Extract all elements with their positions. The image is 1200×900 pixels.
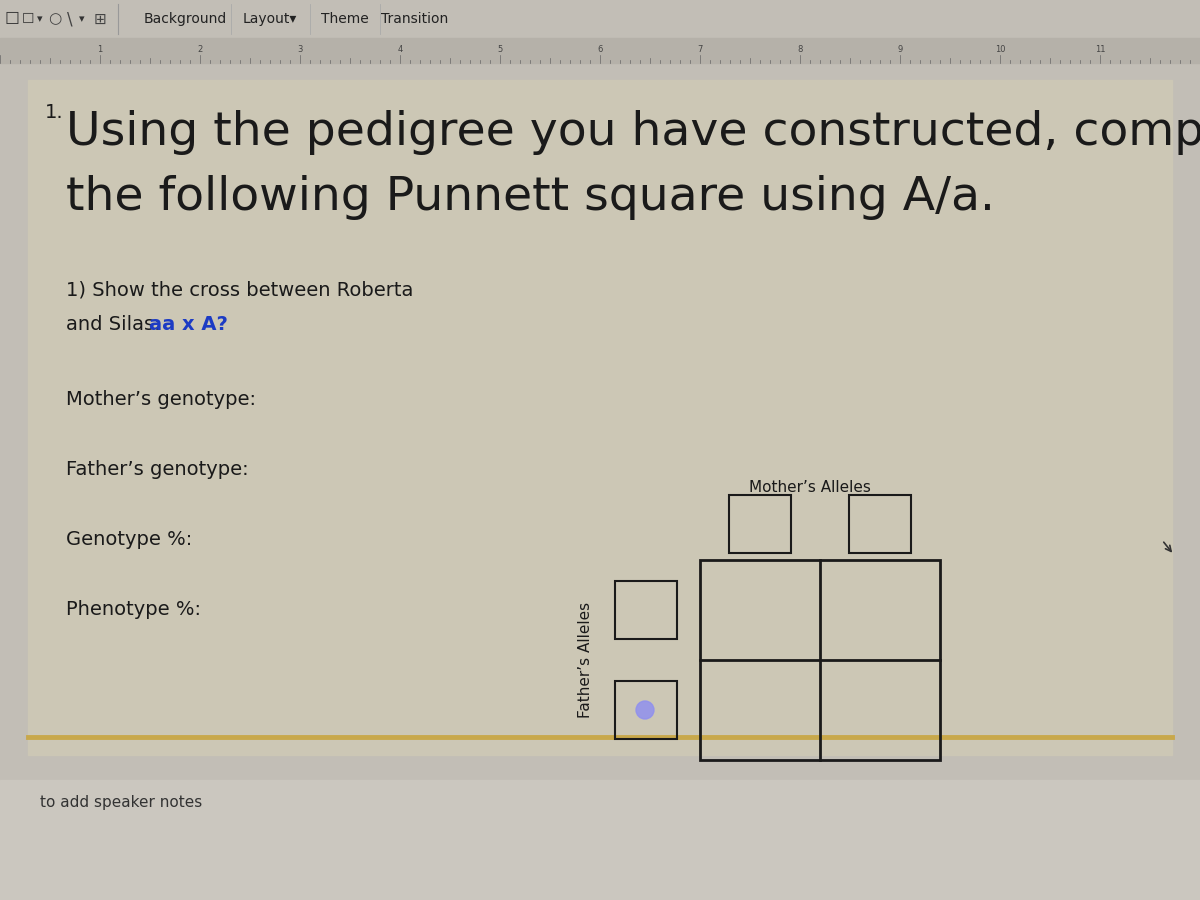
Text: 7: 7: [697, 45, 703, 54]
Text: \: \: [67, 10, 73, 28]
Text: 3: 3: [298, 45, 302, 54]
Text: 8: 8: [797, 45, 803, 54]
Bar: [0, 780, 1200, 900]
Text: Genotype %:: Genotype %:: [66, 530, 192, 549]
Text: 11: 11: [1094, 45, 1105, 54]
Text: Using the pedigree you have constructed, complete: Using the pedigree you have constructed,…: [66, 110, 1200, 155]
Text: 9: 9: [898, 45, 902, 54]
Bar: [0, 38, 1200, 63]
Text: 1.: 1.: [46, 103, 64, 122]
Bar: [616, 581, 677, 639]
Text: Transition: Transition: [382, 12, 449, 26]
Bar: [700, 560, 940, 760]
Text: 6: 6: [598, 45, 602, 54]
Text: Phenotype %:: Phenotype %:: [66, 600, 202, 619]
Text: Layout▾: Layout▾: [242, 12, 298, 26]
Text: 1) Show the cross between Roberta: 1) Show the cross between Roberta: [66, 280, 413, 299]
Text: Mother’s genotype:: Mother’s genotype:: [66, 390, 256, 409]
Text: ▾: ▾: [79, 14, 85, 24]
Text: 4: 4: [397, 45, 403, 54]
Text: the following Punnett square using A/a.: the following Punnett square using A/a.: [66, 175, 995, 220]
Text: Father’s genotype:: Father’s genotype:: [66, 460, 248, 479]
Circle shape: [636, 701, 654, 719]
Text: ⊞: ⊞: [94, 12, 107, 26]
Bar: [730, 495, 791, 553]
Text: and Silas:: and Silas:: [66, 315, 167, 334]
Text: 2: 2: [197, 45, 203, 54]
Text: aa x A?: aa x A?: [149, 315, 228, 334]
Bar: [850, 495, 911, 553]
Text: ▾: ▾: [37, 14, 43, 24]
Text: Background: Background: [143, 12, 227, 26]
Text: ☐: ☐: [22, 12, 35, 26]
Text: Father’s Alleles: Father’s Alleles: [577, 602, 593, 718]
Text: 10: 10: [995, 45, 1006, 54]
Bar: [616, 681, 677, 739]
Text: ○: ○: [48, 12, 61, 26]
Text: Theme: Theme: [322, 12, 368, 26]
Text: Mother’s Alleles: Mother’s Alleles: [749, 480, 871, 495]
Text: ☐: ☐: [5, 10, 19, 28]
Text: 5: 5: [497, 45, 503, 54]
Bar: [28, 80, 1172, 755]
Text: 1: 1: [97, 45, 103, 54]
Text: to add speaker notes: to add speaker notes: [40, 795, 203, 809]
Bar: [0, 0, 1200, 38]
